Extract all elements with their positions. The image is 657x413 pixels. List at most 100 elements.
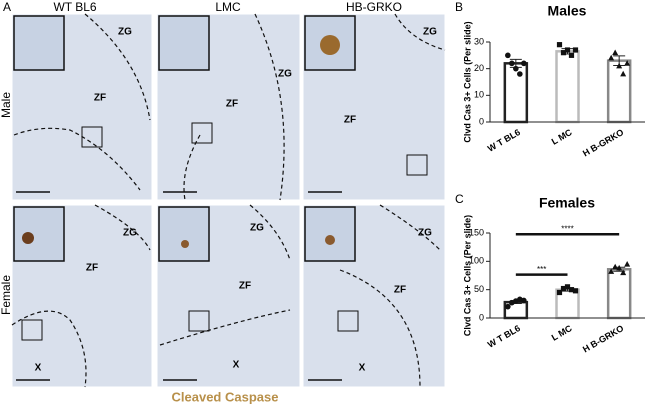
- stain-label: Cleaved Caspase: [172, 389, 279, 404]
- point: [572, 288, 579, 294]
- region-label: ZG: [423, 27, 437, 38]
- region-label: X: [35, 363, 42, 374]
- point: [612, 263, 619, 270]
- column-header: WT BL6: [53, 0, 96, 14]
- zone-boundary: [379, 204, 441, 251]
- inset: [158, 206, 210, 262]
- region-label: ZF: [86, 263, 98, 274]
- x-tick-label: W T BL6: [486, 127, 522, 154]
- inset: [304, 206, 356, 262]
- zone-boundary: [11, 310, 87, 388]
- zoom-box: [188, 310, 210, 332]
- zone-boundary: [159, 309, 291, 346]
- point: [513, 65, 519, 72]
- panel-label: C: [455, 192, 464, 206]
- point: [568, 287, 575, 293]
- region-label: X: [233, 360, 240, 371]
- x-tick-label: L MC: [550, 323, 574, 343]
- stained-cell: [325, 235, 335, 245]
- point: [572, 47, 579, 53]
- point: [505, 303, 511, 310]
- inset: [13, 15, 65, 71]
- x-tick-label: W T BL6: [486, 323, 522, 350]
- region-label: ZG: [118, 27, 132, 38]
- point: [521, 60, 527, 67]
- zoom-box: [337, 310, 359, 332]
- y-tick-label: 150: [469, 227, 484, 237]
- region-label: ZG: [418, 228, 432, 239]
- zoom-box: [191, 122, 213, 144]
- bar: [606, 59, 632, 124]
- zone-boundary: [183, 134, 201, 201]
- panel-label: B: [455, 0, 463, 14]
- panel-label: A: [3, 0, 11, 14]
- bar: [555, 50, 580, 124]
- zoom-box: [406, 154, 428, 176]
- point: [616, 62, 623, 69]
- point: [560, 285, 567, 292]
- point: [556, 42, 563, 48]
- y-tick-label: 50: [474, 284, 484, 294]
- point: [620, 269, 627, 276]
- point: [568, 52, 575, 58]
- region-label: ZF: [394, 285, 406, 296]
- zoom-box: [21, 319, 43, 341]
- region-label: ZG: [250, 223, 264, 234]
- point: [620, 70, 627, 77]
- y-tick-label: 0: [479, 312, 484, 322]
- zone-boundary: [394, 13, 446, 51]
- column-header: LMC: [215, 0, 241, 14]
- point: [564, 284, 571, 290]
- row-label: Female: [0, 275, 13, 315]
- point: [624, 260, 631, 267]
- region-label: ZF: [226, 99, 238, 110]
- region-label: ZF: [94, 93, 106, 104]
- zone-boundary: [94, 204, 151, 251]
- point: [564, 47, 571, 53]
- chart-title: Females: [539, 195, 595, 211]
- y-tick-label: 20: [474, 63, 484, 73]
- y-tick-label: 0: [479, 116, 484, 126]
- y-axis-label: Clvd Cas 3+ Cells (Per slide): [462, 215, 472, 336]
- point: [624, 60, 631, 66]
- point: [521, 297, 527, 304]
- x-tick-label: H B-GRKO: [581, 323, 625, 354]
- region-label: ZF: [239, 281, 251, 292]
- zone-boundary: [13, 127, 141, 191]
- stained-cell: [22, 232, 34, 244]
- zone-boundary: [339, 269, 421, 388]
- chart-title: Males: [548, 3, 587, 19]
- inset: [13, 206, 65, 262]
- bar: [503, 62, 529, 124]
- y-tick-label: 10: [474, 90, 484, 100]
- point: [505, 52, 511, 59]
- row-label: Male: [0, 92, 13, 118]
- point: [509, 60, 515, 67]
- zone-boundary: [254, 13, 285, 201]
- significance-label: ****: [561, 224, 573, 233]
- region-label: ZG: [278, 69, 292, 80]
- panel-a: A WT BL6 LMC HB-GRKO Male Female: [0, 0, 446, 404]
- point: [560, 50, 567, 56]
- zone-boundary: [249, 204, 291, 261]
- bar: [606, 268, 632, 320]
- point: [556, 289, 563, 296]
- stained-cell: [320, 35, 340, 55]
- point: [517, 71, 523, 77]
- region-label: ZF: [344, 115, 356, 126]
- point: [608, 268, 615, 274]
- zone-boundary: [84, 13, 151, 121]
- zoom-box: [81, 126, 103, 148]
- significance-label: ***: [537, 265, 546, 274]
- region-label: X: [359, 363, 366, 374]
- y-tick-label: 100: [469, 256, 484, 266]
- x-tick-label: H B-GRKO: [581, 127, 625, 158]
- stained-cell: [181, 240, 189, 248]
- point: [608, 54, 615, 61]
- inset: [158, 15, 210, 71]
- point: [612, 49, 619, 56]
- region-label: ZG: [123, 228, 137, 239]
- point: [616, 264, 623, 271]
- y-axis-label: Clvd Cas 3+ Cells (Per slide): [462, 21, 472, 142]
